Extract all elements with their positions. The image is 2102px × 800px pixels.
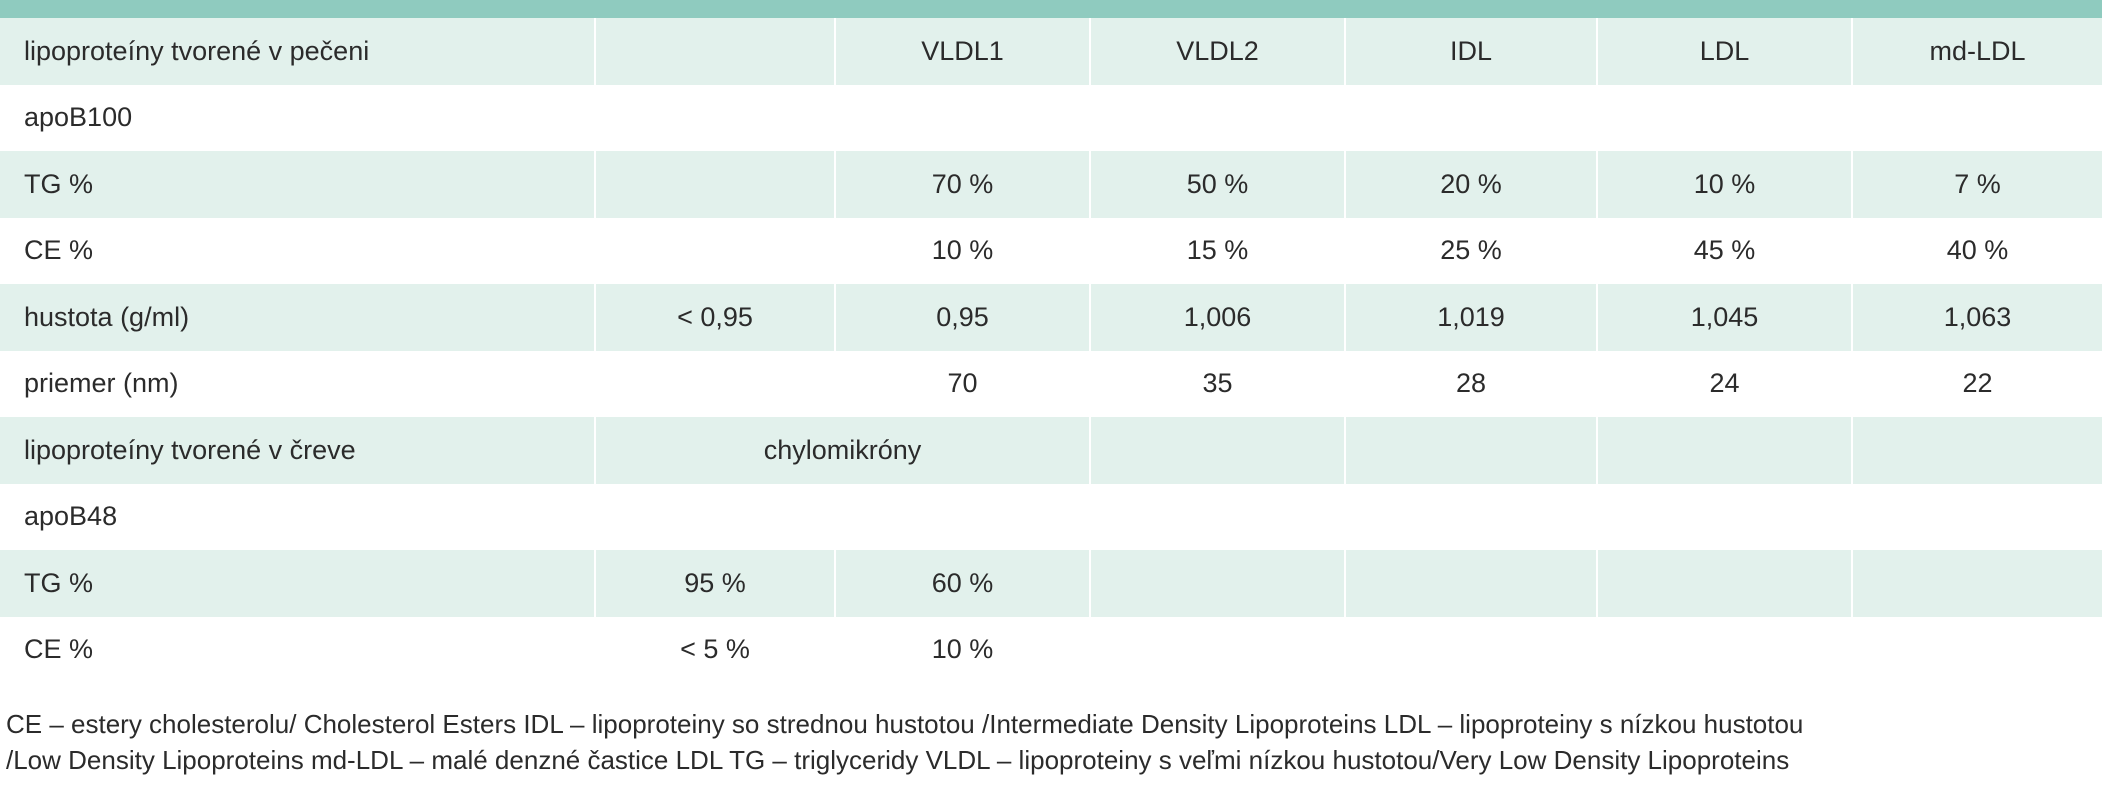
- table-cell: [1597, 84, 1853, 151]
- footnote-line-2: /Low Density Lipoproteins md-LDL – malé …: [6, 745, 1790, 775]
- row-label: apoB48: [0, 483, 596, 550]
- table-cell: [1090, 417, 1346, 484]
- table-cell: 28: [1345, 350, 1598, 417]
- table-cell: 1,006: [1090, 284, 1346, 351]
- row-label: lipoproteíny tvorené v čreve: [0, 417, 596, 484]
- table-cell-chylomicrons: chylomikróny: [595, 417, 1091, 484]
- table-cell: 20 %: [1345, 151, 1598, 218]
- table-cell: [595, 483, 836, 550]
- table-cell: [1345, 84, 1598, 151]
- table-cell: 50 %: [1090, 151, 1346, 218]
- table-cell: [1345, 483, 1598, 550]
- table-cell: [1852, 616, 2102, 683]
- table-cell: [595, 84, 836, 151]
- header-cell-1: [595, 18, 836, 85]
- table-cell: [1345, 417, 1598, 484]
- table-cell: [1852, 417, 2102, 484]
- table-cell: [1345, 550, 1598, 617]
- table-cell: [835, 84, 1091, 151]
- table-cell: 7 %: [1852, 151, 2102, 218]
- table-cell: 24: [1597, 350, 1853, 417]
- table-cell: [1345, 616, 1598, 683]
- table-cell: 25 %: [1345, 217, 1598, 284]
- row-label: TG %: [0, 151, 596, 218]
- table-cell: [1597, 616, 1853, 683]
- table-cell: [1090, 483, 1346, 550]
- table-row: apoB48: [0, 483, 2102, 550]
- table-row: hustota (g/ml) < 0,95 0,95 1,006 1,019 1…: [0, 284, 2102, 351]
- table-row: CE % 10 % 15 % 25 % 45 % 40 %: [0, 217, 2102, 284]
- table-cell: < 5 %: [595, 616, 836, 683]
- header-label: lipoproteíny tvorené v pečeni: [0, 18, 596, 85]
- table-cell: 10 %: [835, 616, 1091, 683]
- table-cell: < 0,95: [595, 284, 836, 351]
- row-label: apoB100: [0, 84, 596, 151]
- table-cell: 22: [1852, 350, 2102, 417]
- table-cell: 10 %: [835, 217, 1091, 284]
- table-cell: [595, 151, 836, 218]
- table-cell: 1,063: [1852, 284, 2102, 351]
- table-row: TG % 70 % 50 % 20 % 10 % 7 %: [0, 151, 2102, 218]
- header-row: lipoproteíny tvorené v pečeni VLDL1 VLDL…: [0, 18, 2102, 85]
- lipoprotein-table: lipoproteíny tvorené v pečeni VLDL1 VLDL…: [0, 18, 2102, 683]
- table-cell: [1852, 483, 2102, 550]
- row-label: TG %: [0, 550, 596, 617]
- header-cell-ldl: LDL: [1597, 18, 1853, 85]
- table-row: lipoproteíny tvorené v čreve chylomikrón…: [0, 417, 2102, 484]
- table-cell: 1,019: [1345, 284, 1598, 351]
- table-cell: [1852, 550, 2102, 617]
- header-cell-idl: IDL: [1345, 18, 1598, 85]
- table-cell: [1597, 550, 1853, 617]
- table-cell: 45 %: [1597, 217, 1853, 284]
- table-cell: 95 %: [595, 550, 836, 617]
- table-cell: [835, 483, 1091, 550]
- table-cell: [1090, 550, 1346, 617]
- table-top-bar: [0, 0, 2102, 18]
- table-cell: [1090, 84, 1346, 151]
- table-row: CE % < 5 % 10 %: [0, 616, 2102, 683]
- table-row: apoB100: [0, 84, 2102, 151]
- header-cell-vldl2: VLDL2: [1090, 18, 1346, 85]
- table-cell: 15 %: [1090, 217, 1346, 284]
- row-label: CE %: [0, 616, 596, 683]
- header-cell-vldl1: VLDL1: [835, 18, 1091, 85]
- header-cell-md-ldl: md-LDL: [1852, 18, 2102, 85]
- table-cell: 60 %: [835, 550, 1091, 617]
- table-cell: 0,95: [835, 284, 1091, 351]
- table-cell: 35: [1090, 350, 1346, 417]
- footnote-line-1: CE – estery cholesterolu/ Cholesterol Es…: [6, 709, 1804, 739]
- table-cell: [1090, 616, 1346, 683]
- table-row: TG % 95 % 60 %: [0, 550, 2102, 617]
- table-cell: [1597, 417, 1853, 484]
- table-cell: [595, 350, 836, 417]
- table-cell: [1597, 483, 1853, 550]
- table-cell: 70 %: [835, 151, 1091, 218]
- table-cell: [1852, 84, 2102, 151]
- table-cell: 40 %: [1852, 217, 2102, 284]
- row-label: priemer (nm): [0, 350, 596, 417]
- table-cell: 70: [835, 350, 1091, 417]
- table-row: priemer (nm) 70 35 28 24 22: [0, 350, 2102, 417]
- table-cell: 10 %: [1597, 151, 1853, 218]
- table-cell: [595, 217, 836, 284]
- table-cell: 1,045: [1597, 284, 1853, 351]
- table-footnote: CE – estery cholesterolu/ Cholesterol Es…: [6, 706, 2096, 778]
- row-label: hustota (g/ml): [0, 284, 596, 351]
- row-label: CE %: [0, 217, 596, 284]
